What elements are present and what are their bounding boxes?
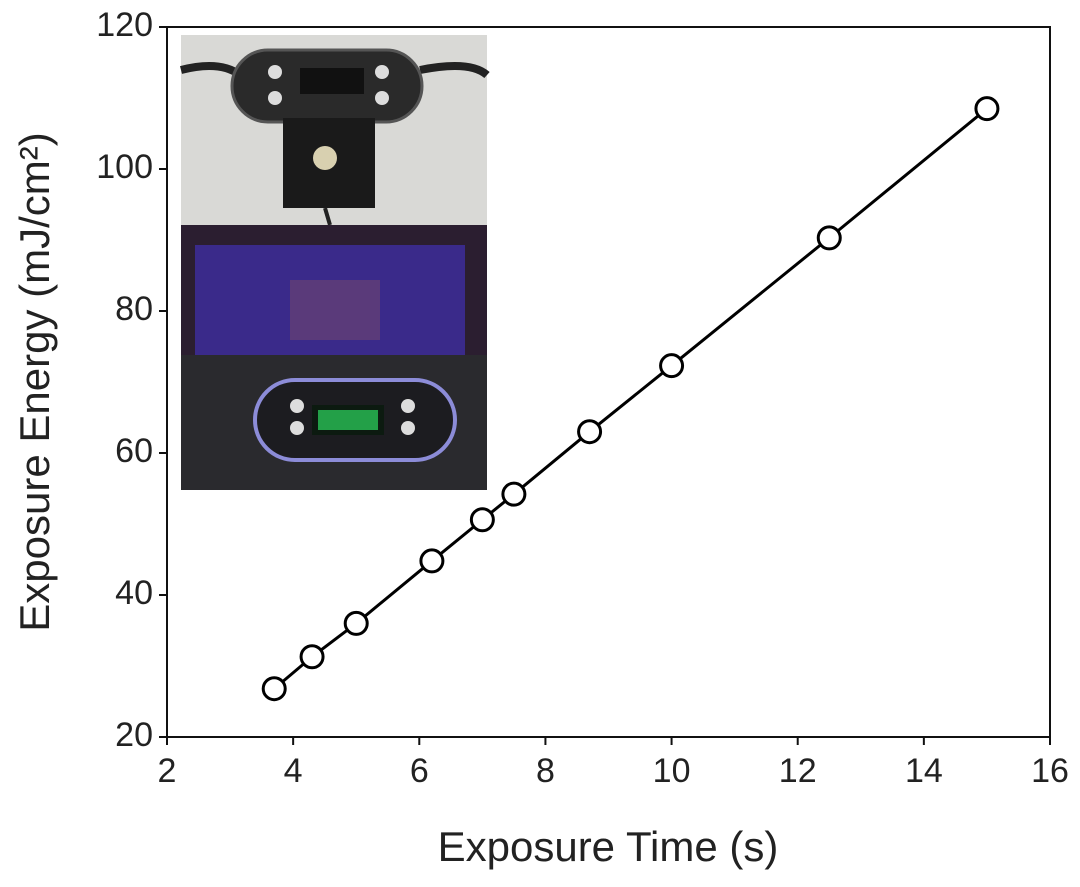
y-tick-label: 40 (115, 574, 153, 612)
data-line (273, 107, 988, 690)
data-point (343, 610, 369, 636)
y-tick-label: 120 (96, 6, 153, 44)
y-tick-label: 100 (96, 148, 153, 186)
data-point (816, 225, 842, 251)
x-tick-label: 8 (536, 752, 555, 790)
data-point (577, 419, 603, 445)
data-point (299, 644, 325, 670)
y-tick-label: 60 (115, 432, 153, 470)
y-axis-title: Exposure Energy (mJ/cm²) (11, 132, 58, 631)
x-tick-label: 2 (158, 752, 177, 790)
inset-photo (180, 35, 490, 490)
data-point (501, 481, 527, 507)
data-point (419, 548, 445, 574)
x-axis-title: Exposure Time (s) (438, 823, 779, 870)
y-tick-label: 80 (115, 290, 153, 328)
data-point (469, 507, 495, 533)
y-tick-label: 20 (115, 716, 153, 754)
x-tick-label: 14 (905, 752, 943, 790)
x-tick-label: 10 (653, 752, 691, 790)
x-tick-label: 6 (410, 752, 429, 790)
data-point (261, 676, 287, 702)
plot-frame (166, 26, 1051, 738)
x-tick-label: 16 (1031, 752, 1069, 790)
x-tick-label: 12 (779, 752, 817, 790)
x-tick-label: 4 (284, 752, 303, 790)
data-point (974, 96, 1000, 122)
data-point (659, 353, 685, 379)
